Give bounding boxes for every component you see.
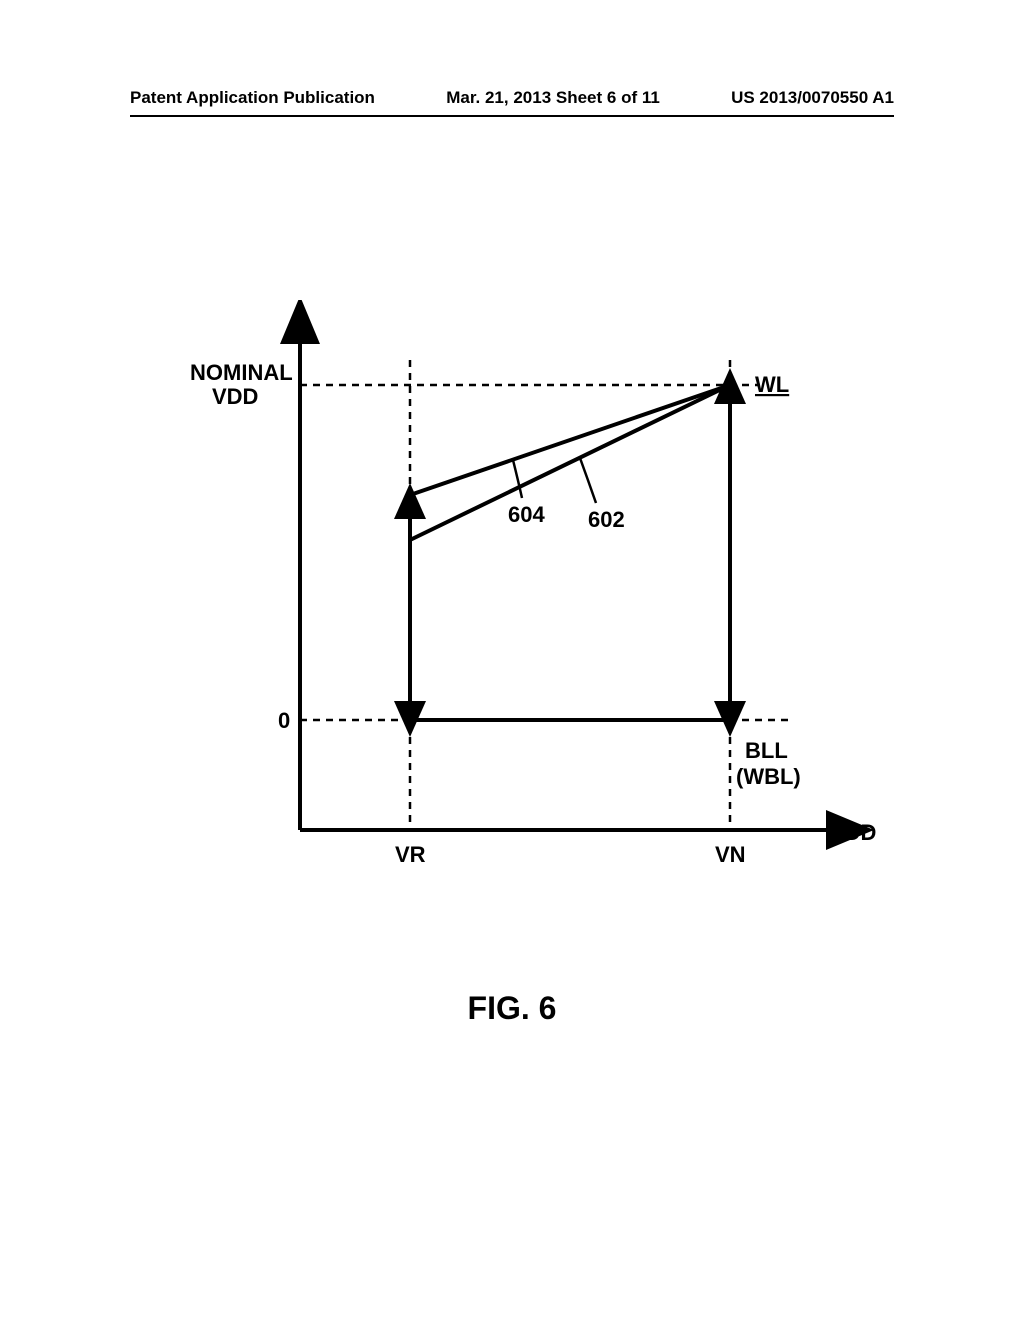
label-nominal: NOMINAL VDD <box>190 360 298 409</box>
leader-604 <box>513 460 522 498</box>
label-wl: WL <box>755 372 789 397</box>
label-602: 602 <box>588 507 625 532</box>
label-wbl: (WBL) <box>736 764 801 789</box>
page-header: Patent Application Publication Mar. 21, … <box>0 88 1024 108</box>
label-604: 604 <box>508 502 545 527</box>
label-vdd: VDD <box>830 820 876 845</box>
figure-caption: FIG. 6 <box>0 990 1024 1027</box>
label-zero: 0 <box>278 708 290 733</box>
header-rule <box>130 115 894 117</box>
figure-6: NOMINAL VDD 0 VR VN VDD WL BLL (WBL) 604… <box>130 300 894 920</box>
label-vn: VN <box>715 842 746 867</box>
label-bll: BLL <box>745 738 788 763</box>
diagram-svg: NOMINAL VDD 0 VR VN VDD WL BLL (WBL) 604… <box>130 300 894 920</box>
header-right: US 2013/0070550 A1 <box>731 88 894 108</box>
curve-604 <box>410 385 730 495</box>
label-vr: VR <box>395 842 426 867</box>
header-center: Mar. 21, 2013 Sheet 6 of 11 <box>446 88 660 108</box>
leader-602 <box>580 458 596 503</box>
header-left: Patent Application Publication <box>130 88 375 108</box>
curve-602 <box>410 385 730 540</box>
